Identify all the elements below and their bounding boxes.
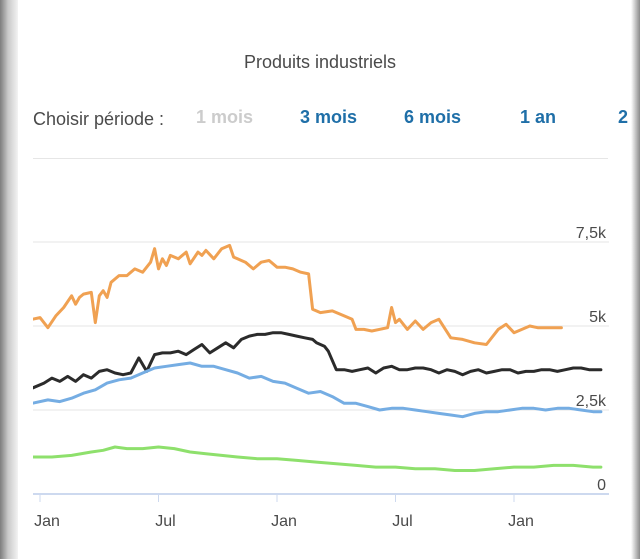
period-selector-label: Choisir période :	[33, 109, 165, 129]
series-line-orange	[33, 243, 563, 346]
period-button-2-years[interactable]: 2	[618, 107, 629, 127]
chart-divider	[33, 158, 608, 159]
x-tick-label: Jul	[155, 513, 175, 530]
x-tick-label: Jul	[392, 513, 412, 530]
frame-right-edge	[631, 0, 640, 559]
chart-title: Produits industriels	[243, 52, 397, 72]
period-button-1-year[interactable]: 1 an	[520, 107, 557, 127]
y-tick-label: 0	[597, 477, 606, 494]
period-button-6-months[interactable]: 6 mois	[404, 107, 462, 127]
y-tick-label: 5k	[589, 309, 607, 326]
series-line-green	[33, 445, 603, 472]
series-line-blue	[33, 361, 603, 419]
period-button-3-months[interactable]: 3 mois	[300, 107, 358, 127]
x-tick-label: Jan	[34, 513, 60, 530]
x-tick-label: Jan	[271, 513, 297, 530]
period-button-1-month: 1 mois	[196, 107, 254, 127]
x-tick-label: Jan	[508, 513, 534, 530]
frame-left-edge	[0, 0, 18, 559]
y-tick-label: 2,5k	[576, 393, 607, 410]
series-line-black	[33, 331, 603, 390]
y-tick-label: 7,5k	[576, 225, 607, 242]
